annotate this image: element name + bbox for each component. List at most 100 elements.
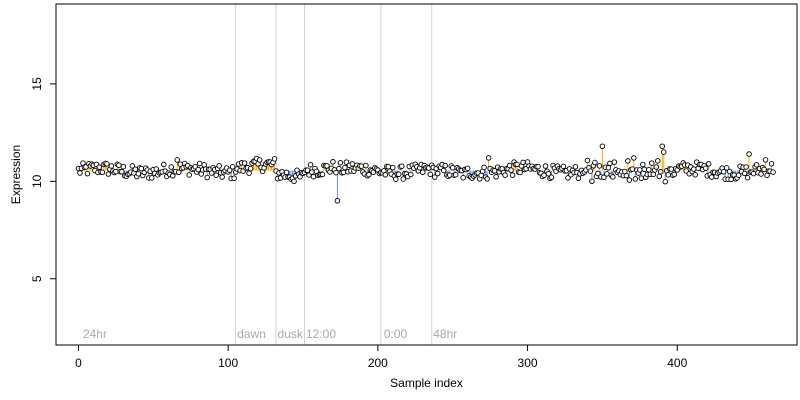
data-point-295 [517,169,523,176]
data-point-354 [605,165,612,171]
data-point-419 [702,165,709,171]
data-point-396 [668,166,675,172]
data-point-96 [219,174,225,180]
data-point-216 [399,163,405,169]
data-point-297 [520,159,526,166]
x-tick-label-3: 300 [518,356,538,370]
data-point-81 [196,160,203,167]
data-point-334 [575,175,582,182]
data-point-384 [650,171,657,178]
data-point-343 [589,178,595,185]
data-point-453 [753,162,760,168]
data-point-172 [333,169,339,176]
data-point-89 [208,170,215,176]
data-point-30 [120,163,127,170]
y-tick-label-0: 5 [30,275,44,282]
plot-frame [55,3,798,346]
data-point-274 [485,155,492,161]
data-point-111 [241,160,248,166]
data-point-448 [746,151,752,157]
data-point-366 [623,172,630,179]
data-point-340 [584,157,591,164]
data-point-383 [649,160,655,166]
data-point-412 [692,171,698,178]
data-point-210 [390,164,396,171]
data-point-376 [638,175,645,181]
data-point-371 [631,155,637,161]
data-point-248 [446,172,453,178]
time-annotations: 24hr dawn dusk 12:00 0:00 48hr [83,327,457,341]
data-point-316 [548,174,555,181]
x-axis: 0 100 200 300 400 [75,345,688,370]
data-point-350 [599,143,606,149]
data-point-16 [99,169,106,176]
data-point-131 [271,156,278,162]
data-point-212 [393,176,399,182]
data-point-458 [761,166,767,173]
data-point-431 [720,169,727,175]
data-point-14 [96,164,103,170]
data-point-121 [256,157,263,163]
data-point-311 [541,172,547,178]
data-point-358 [611,159,618,165]
data-point-353 [604,171,610,177]
data-point-459 [762,157,769,163]
data-point-163 [319,171,326,178]
data-point-192 [363,162,369,169]
data-point-205 [382,172,389,178]
x-tick-label-4: 400 [667,356,687,370]
annotation-1: dawn [237,327,266,341]
data-point-62 [168,164,175,170]
data-point-347 [595,170,601,177]
data-point-345 [592,159,598,166]
data-point-92 [213,172,219,178]
data-point-27 [116,162,122,168]
data-point-355 [607,160,613,167]
data-point-173 [334,198,341,204]
data-point-194 [366,171,372,178]
data-point-411 [690,166,697,172]
data-point-260 [464,165,471,172]
data-point-177 [340,169,347,176]
data-point-378 [641,166,648,173]
data-point-244 [440,167,447,174]
data-point-386 [653,164,660,170]
data-point-446 [743,164,749,170]
data-point-104 [231,175,237,181]
data-point-423 [708,174,715,180]
data-point-387 [655,158,661,164]
data-point-389 [658,168,664,175]
data-point-114 [246,170,252,176]
data-point-29 [119,169,125,175]
data-point-139 [283,169,290,176]
data-point-157 [310,173,317,180]
data-point-307 [535,163,541,170]
data-point-155 [307,161,314,168]
data-point-240 [434,170,441,177]
data-point-178 [342,164,348,171]
annotation-3: 12:00 [306,327,336,341]
data-point-279 [493,174,499,180]
data-point-288 [506,162,513,169]
data-point-174 [336,165,342,172]
x-tick-label-2: 200 [368,356,388,370]
data-point-80 [195,166,201,173]
data-point-375 [637,167,643,173]
data-point-357 [610,174,616,180]
data-point-421 [705,161,712,167]
data-point-175 [337,159,344,166]
data-point-324 [560,163,567,170]
data-point-66 [174,157,181,163]
data-point-166 [324,163,330,169]
data-point-435 [726,168,733,175]
data-point-101 [226,167,233,173]
data-point-222 [408,171,414,178]
data-point-40 [135,170,142,177]
data-point-19 [104,161,110,167]
data-point-273 [484,176,490,182]
data-point-436 [728,176,734,183]
data-point-394 [665,172,672,178]
data-point-94 [216,163,222,169]
data-point-285 [502,172,508,178]
data-point-6 [84,170,91,177]
